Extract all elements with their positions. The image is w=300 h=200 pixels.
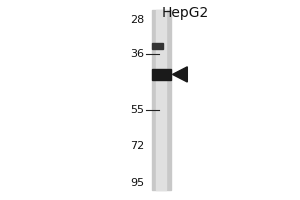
Text: 95: 95 bbox=[130, 178, 144, 188]
Text: 28: 28 bbox=[130, 15, 144, 25]
Bar bbox=[152, 43, 163, 49]
Text: 55: 55 bbox=[130, 105, 144, 115]
Bar bbox=[152, 69, 171, 80]
Text: 72: 72 bbox=[130, 141, 144, 151]
Polygon shape bbox=[172, 67, 187, 82]
Bar bbox=[152, 10, 171, 190]
Bar bbox=[156, 10, 166, 190]
Text: 36: 36 bbox=[130, 49, 144, 59]
Text: HepG2: HepG2 bbox=[162, 6, 209, 20]
